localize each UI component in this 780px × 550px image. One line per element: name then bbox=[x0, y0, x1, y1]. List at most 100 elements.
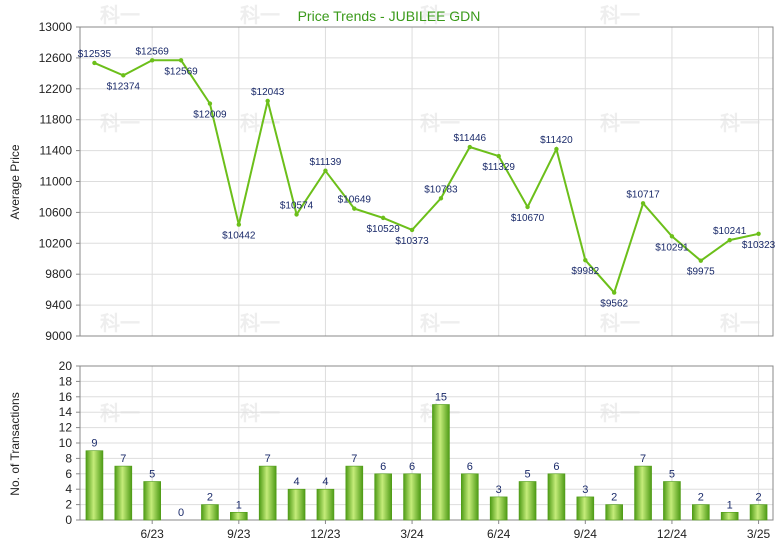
transactions-bar bbox=[345, 465, 364, 521]
price-data-label: $9562 bbox=[600, 299, 628, 310]
transactions-bar bbox=[114, 465, 133, 521]
price-data-label: $12535 bbox=[78, 49, 112, 60]
transactions-bar bbox=[230, 511, 248, 521]
transactions-plot-frame bbox=[79, 365, 774, 521]
transactions-bar bbox=[692, 504, 710, 521]
watermark-text: 科一 bbox=[420, 311, 460, 335]
transactions-count-label: 5 bbox=[525, 469, 531, 481]
transactions-count-label: 4 bbox=[294, 476, 300, 488]
watermark-text: 科一 bbox=[720, 111, 760, 135]
transactions-tick-label: 12 bbox=[59, 421, 73, 435]
price-point bbox=[467, 144, 473, 150]
watermark-text: 科一 bbox=[600, 3, 640, 27]
price-tick-label: 9000 bbox=[45, 329, 72, 343]
transactions-count-label: 0 bbox=[178, 507, 184, 519]
transactions-bar bbox=[634, 465, 652, 521]
watermark-text: 科一 bbox=[240, 3, 280, 27]
transactions-count-label: 5 bbox=[149, 469, 155, 481]
transactions-bar bbox=[576, 496, 595, 521]
watermark-text: 科一 bbox=[420, 3, 460, 27]
transactions-bar bbox=[749, 504, 768, 521]
price-point bbox=[294, 212, 299, 217]
price-point bbox=[438, 196, 444, 201]
watermark-text: 科一 bbox=[100, 311, 140, 335]
x-tick-label: 12/24 bbox=[657, 527, 687, 541]
price-data-label: $10373 bbox=[395, 236, 429, 247]
transactions-bar bbox=[605, 504, 623, 521]
price-tick-label: 9800 bbox=[45, 267, 72, 281]
transactions-tick-label: 20 bbox=[59, 359, 73, 373]
transactions-count-label: 2 bbox=[207, 492, 213, 504]
watermark-text: 科一 bbox=[240, 401, 280, 425]
price-tick-label: 10600 bbox=[39, 205, 73, 219]
transactions-bar bbox=[663, 481, 681, 521]
transactions-count-label: 6 bbox=[380, 461, 386, 473]
price-tick-label: 11800 bbox=[40, 113, 73, 127]
transactions-count-label: 6 bbox=[553, 461, 559, 473]
price-point bbox=[236, 222, 242, 227]
watermark-text: 科一 bbox=[240, 311, 280, 335]
price-point bbox=[727, 237, 732, 243]
transactions-tick-label: 6 bbox=[65, 467, 72, 481]
price-point bbox=[207, 101, 213, 106]
price-series-line bbox=[94, 59, 759, 295]
price-data-label: $10783 bbox=[424, 184, 458, 195]
watermark-text: 科一 bbox=[100, 401, 140, 425]
price-data-label: $11420 bbox=[540, 135, 573, 146]
transactions-count-label: 6 bbox=[467, 461, 473, 473]
price-data-label: $11329 bbox=[482, 162, 515, 173]
price-point bbox=[265, 98, 270, 104]
price-data-label: $9975 bbox=[687, 267, 715, 278]
x-tick-label: 9/23 bbox=[227, 527, 251, 541]
transactions-bar bbox=[518, 481, 537, 521]
price-point bbox=[554, 146, 559, 152]
transactions-bar bbox=[143, 481, 161, 521]
price-data-label: $10442 bbox=[222, 231, 256, 242]
transactions-count-label: 7 bbox=[120, 453, 126, 465]
transactions-bar bbox=[201, 504, 219, 521]
price-point bbox=[352, 206, 357, 211]
transactions-bar bbox=[85, 450, 104, 521]
price-data-label: $12374 bbox=[107, 81, 141, 92]
transactions-count-label: 6 bbox=[409, 461, 415, 473]
price-point bbox=[525, 204, 530, 210]
price-point bbox=[409, 227, 415, 233]
transactions-tick-label: 16 bbox=[59, 390, 73, 404]
transactions-count-label: 7 bbox=[640, 453, 646, 465]
price-data-label: $10323 bbox=[742, 240, 776, 251]
price-tick-label: 12200 bbox=[39, 82, 73, 96]
transactions-tick-label: 4 bbox=[65, 482, 72, 496]
watermark-text: 科一 bbox=[600, 401, 640, 425]
price-tick-label: 11000 bbox=[40, 175, 73, 189]
transactions-count-label: 9 bbox=[91, 438, 97, 450]
transactions-tick-label: 14 bbox=[59, 405, 73, 419]
transactions-count-label: 5 bbox=[669, 469, 675, 481]
price-point bbox=[380, 215, 386, 221]
transactions-count-label: 1 bbox=[236, 499, 242, 511]
price-axis-title: Average Price bbox=[8, 144, 22, 219]
transactions-tick-label: 18 bbox=[59, 374, 73, 388]
transactions-count-label: 7 bbox=[265, 453, 271, 465]
price-data-label: $10670 bbox=[511, 213, 545, 224]
transactions-bar bbox=[547, 473, 566, 521]
transactions-count-label: 3 bbox=[582, 484, 588, 496]
watermark-text: 科一 bbox=[100, 3, 140, 27]
price-data-label: $10291 bbox=[655, 242, 689, 253]
price-point bbox=[611, 290, 617, 295]
watermark-text: 科一 bbox=[420, 111, 460, 135]
price-data-label: $9982 bbox=[571, 266, 599, 277]
watermark-text: 科一 bbox=[600, 311, 640, 335]
price-data-label: $10241 bbox=[713, 226, 747, 237]
price-tick-label: 11400 bbox=[40, 144, 73, 158]
price-data-label: $12009 bbox=[193, 110, 227, 121]
transactions-tick-label: 10 bbox=[59, 436, 73, 450]
price-point bbox=[149, 58, 155, 63]
transactions-count-label: 2 bbox=[698, 492, 704, 504]
transactions-bar bbox=[403, 473, 421, 521]
price-data-label: $10649 bbox=[338, 195, 372, 206]
transactions-count-label: 2 bbox=[611, 492, 617, 504]
transactions-bar bbox=[374, 473, 392, 521]
price-point bbox=[323, 168, 328, 173]
transactions-bar bbox=[258, 465, 277, 521]
transactions-count-label: 2 bbox=[756, 492, 762, 504]
